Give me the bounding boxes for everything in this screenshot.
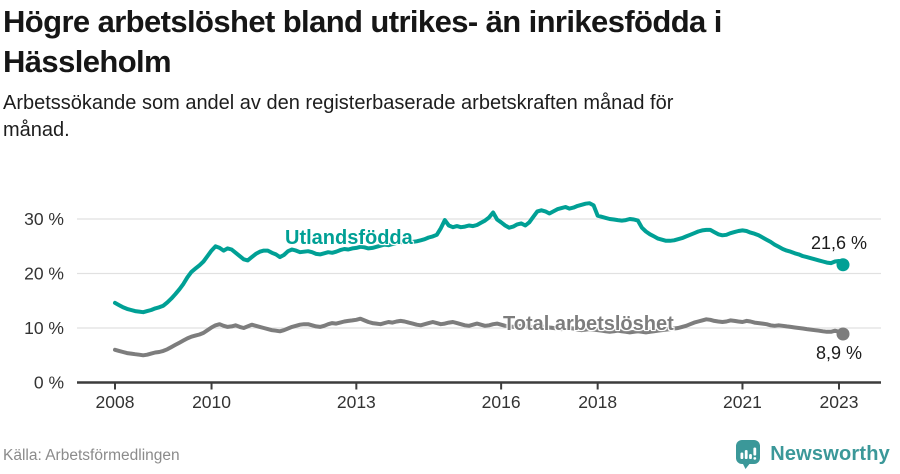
x-tick-label-2016: 2016 bbox=[482, 392, 521, 412]
series-end-dot-1 bbox=[836, 327, 850, 341]
x-tick-label-2010: 2010 bbox=[192, 392, 231, 412]
x-tick-label-2013: 2013 bbox=[337, 392, 376, 412]
series-label-total-arbetsloshet: Total arbetslöshet bbox=[503, 313, 674, 335]
y-tick-label-30: 30 % bbox=[24, 209, 64, 229]
x-tick-label-2021: 2021 bbox=[723, 392, 762, 412]
newsworthy-logo-icon bbox=[736, 440, 761, 469]
series-end-dot-0 bbox=[836, 258, 850, 272]
y-tick-label-10: 10 % bbox=[24, 318, 64, 338]
line-chart: 2008 2010 2013 2016 2018 2021 2023 0 % 10 % 20 % 3… bbox=[0, 170, 900, 415]
end-value-label-utlandsfodda: 21,6 % bbox=[811, 233, 868, 253]
chart-title: Högre arbetslöshet bland utrikes- än inr… bbox=[3, 4, 722, 79]
x-tick-label-2008: 2008 bbox=[96, 392, 135, 412]
chart-subtitle: Arbetssökande som andel av den registerb… bbox=[3, 92, 674, 141]
source-attribution: Källa: Arbetsförmedlingen bbox=[3, 447, 180, 464]
newsworthy-logo-text: Newsworthy bbox=[770, 443, 890, 465]
y-tick-label-0: 0 % bbox=[34, 373, 64, 393]
x-tick-label-2023: 2023 bbox=[820, 392, 859, 412]
y-tick-label-20: 20 % bbox=[24, 264, 64, 284]
series-line-1 bbox=[113, 316, 845, 358]
series-line-0 bbox=[113, 201, 845, 315]
newsworthy-logo: Newsworthy bbox=[734, 439, 890, 470]
series-label-utlandsfodda: Utlandsfödda bbox=[285, 227, 413, 249]
end-value-label-total: 8,9 % bbox=[816, 343, 863, 363]
x-tick-label-2018: 2018 bbox=[578, 392, 617, 412]
chart-canvas: 2008 2010 2013 2016 2018 2021 2023 0 % 10 % 20 % 3… bbox=[24, 201, 881, 412]
